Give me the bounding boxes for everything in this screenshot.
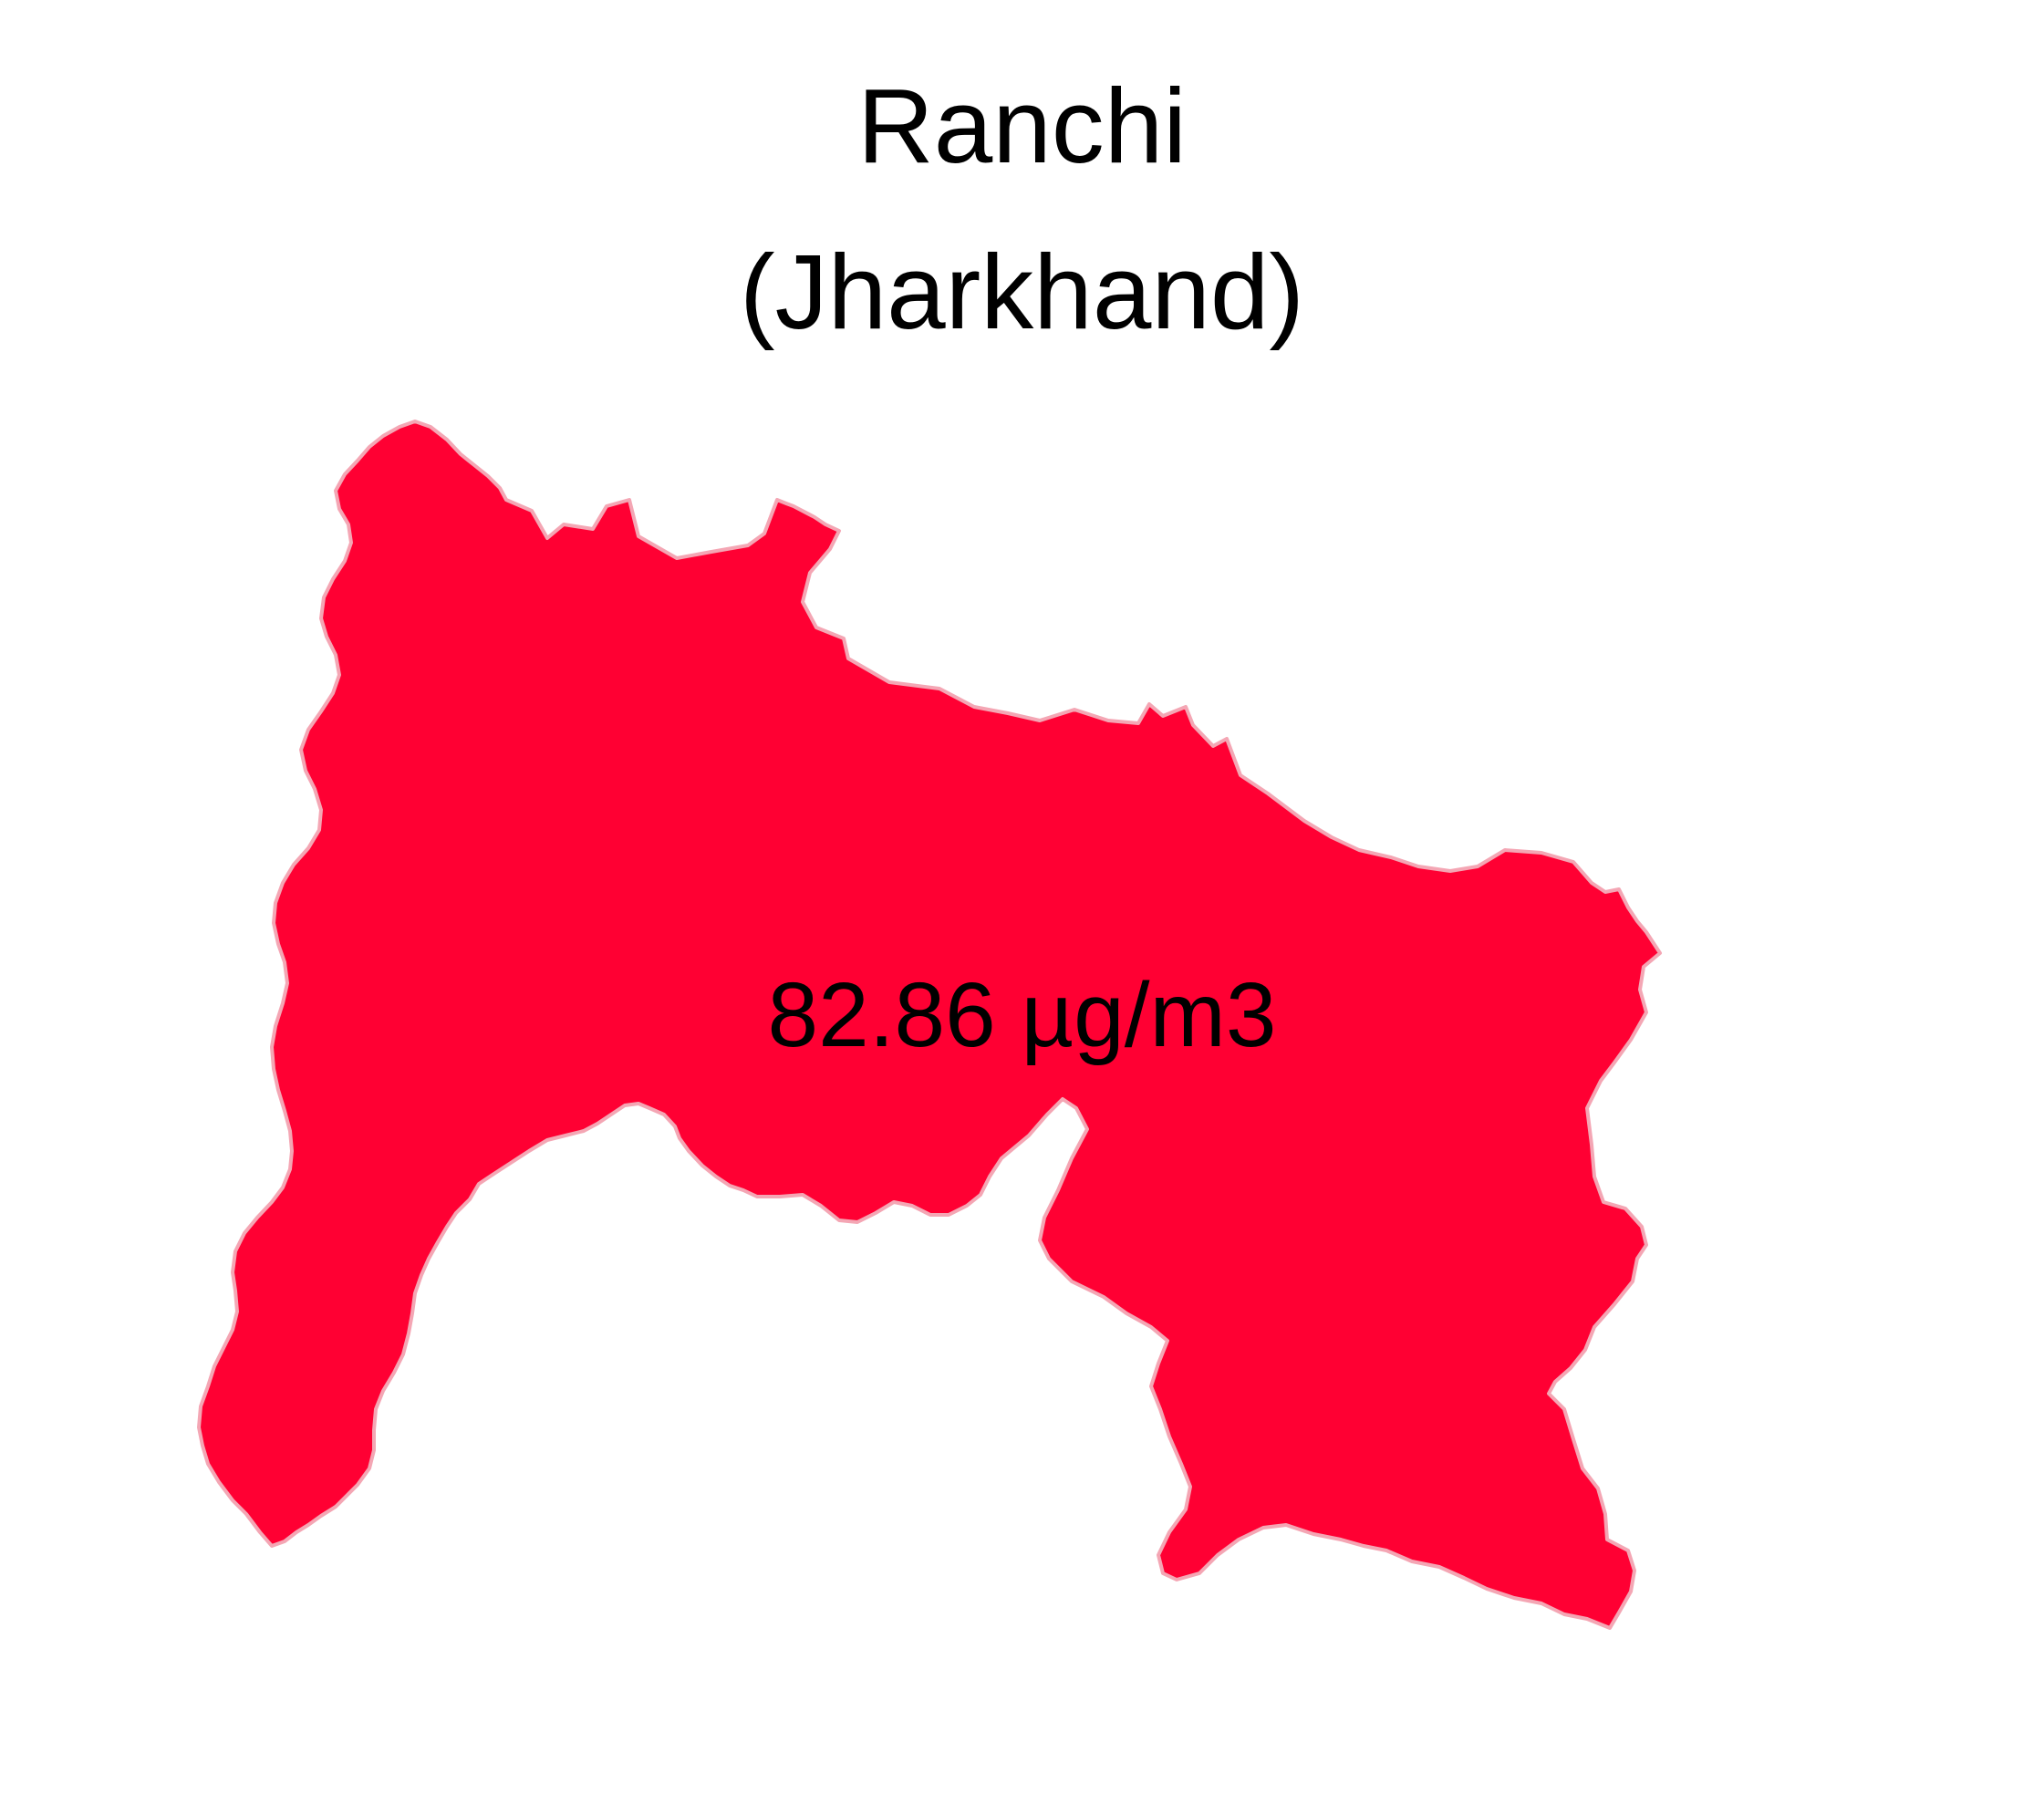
district-region-ranchi[interactable] — [197, 420, 1662, 1630]
map-title: Ranchi — [856, 67, 1188, 185]
district-value-label: 82.86 µg/m3 — [767, 964, 1277, 1066]
map-subtitle: (Jharkhand) — [740, 233, 1304, 351]
